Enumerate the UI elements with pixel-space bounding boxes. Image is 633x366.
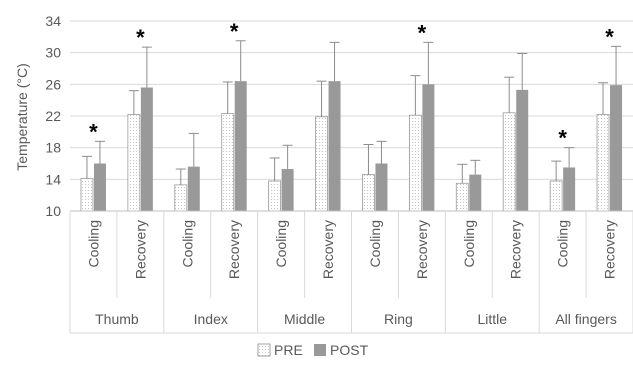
x-group-label: Ring — [384, 311, 413, 327]
significance-star: * — [230, 19, 239, 44]
bar-pre — [362, 174, 375, 212]
bar-pre — [596, 114, 610, 212]
y-tick-label: 30 — [45, 45, 61, 61]
y-tick-label: 10 — [45, 203, 61, 219]
bar-post — [516, 89, 529, 211]
bar-pre — [455, 182, 469, 212]
x-group-label: All fingers — [555, 311, 616, 327]
bar-pre — [80, 178, 94, 212]
x-subcategory-label: Recovery — [320, 220, 336, 279]
x-subcategory-label: Recovery — [508, 220, 524, 279]
y-axis: 10 14 18 22 26 30 34 — [45, 13, 61, 219]
x-subcategory-label: Cooling — [273, 220, 289, 267]
legend-swatch-pre — [257, 343, 271, 357]
bar-pre — [174, 184, 188, 212]
bar-pre — [127, 114, 141, 212]
x-subcategory-label: Cooling — [367, 220, 383, 267]
bar-post — [469, 174, 482, 211]
bar-pre — [549, 180, 563, 212]
bar-post — [375, 163, 388, 211]
y-tick-label: 34 — [45, 13, 61, 29]
x-subcategory-label: Recovery — [414, 220, 430, 279]
gridlines — [70, 20, 633, 212]
significance-markers: * * * * * * — [89, 19, 614, 151]
x-subcategory-label: Cooling — [461, 220, 477, 267]
bar-post — [563, 167, 576, 211]
legend-swatch-post — [314, 344, 326, 356]
error-bars — [81, 40, 622, 185]
bar-post — [93, 163, 106, 211]
x-subcategory-label: Cooling — [85, 220, 101, 267]
bar-post — [328, 81, 341, 212]
bar-post — [187, 166, 200, 211]
x-axis: Cooling Recovery Cooling Recovery Cooling Rec… — [69, 210, 633, 334]
legend-label-post: POST — [330, 342, 369, 358]
bar-post — [610, 85, 623, 211]
significance-star: * — [89, 119, 98, 144]
significance-star: * — [558, 126, 567, 151]
bar-pre — [408, 114, 422, 212]
bar-pre — [221, 113, 235, 212]
x-group-label: Little — [477, 311, 507, 327]
bars — [80, 81, 623, 212]
y-tick-label: 26 — [45, 76, 61, 92]
bar-pre — [268, 180, 282, 212]
x-subcategory-label: Recovery — [132, 220, 148, 279]
x-subcategory-label: Recovery — [602, 220, 618, 279]
legend-label-pre: PRE — [274, 342, 303, 358]
x-subcategory-label: Cooling — [179, 220, 195, 267]
bar-pre — [502, 112, 516, 212]
y-tick-label: 14 — [45, 171, 61, 187]
y-axis-label: Temperature (°C) — [14, 63, 30, 171]
legend: PRE POST — [257, 342, 369, 358]
bar-post — [422, 84, 435, 211]
significance-star: * — [418, 20, 427, 45]
x-group-label: Index — [194, 311, 228, 327]
x-group-label: Thumb — [95, 311, 139, 327]
x-subcategory-label: Recovery — [226, 220, 242, 279]
significance-star: * — [136, 25, 145, 50]
bar-post — [281, 169, 294, 211]
bar-post — [234, 81, 247, 212]
bar-pre — [315, 116, 328, 212]
y-tick-label: 18 — [45, 140, 61, 156]
bar-post — [140, 87, 153, 211]
y-tick-label: 22 — [45, 108, 61, 124]
x-group-label: Middle — [284, 311, 325, 327]
significance-star: * — [605, 24, 614, 49]
x-subcategory-label: Cooling — [555, 220, 571, 267]
